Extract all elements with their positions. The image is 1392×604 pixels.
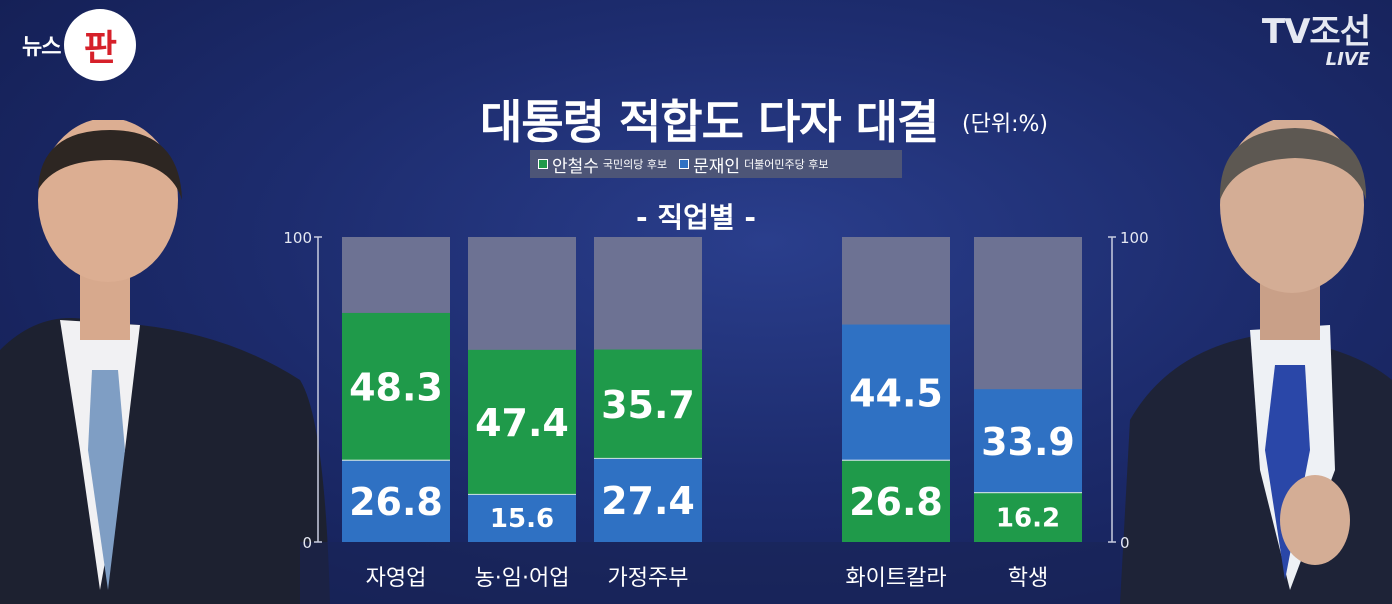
bar-segment-안철수 — [594, 349, 702, 459]
legend-name-ahn: 안철수 — [552, 156, 599, 177]
legend: 안철수 국민의당 후보 문재인 더불어민주당 후보 — [530, 150, 902, 178]
y-tick-label-right: 0 — [1120, 534, 1130, 552]
bar-segment-문재인 — [842, 324, 950, 461]
logo-text: 뉴스 — [22, 35, 61, 60]
legend-swatch-moon — [679, 159, 690, 169]
left-candidate-photo — [0, 120, 330, 604]
data-label: 26.8 — [849, 480, 943, 524]
bar-segment-안철수 — [342, 312, 450, 461]
category-label: 농·임·어업 — [475, 566, 570, 591]
tv-chosun-logo: TV조선 LIVE — [1261, 12, 1371, 70]
data-label: 47.4 — [475, 401, 569, 445]
data-label: 27.4 — [601, 479, 695, 523]
logo-circle: 판 — [64, 9, 137, 81]
data-label: 44.5 — [849, 371, 943, 415]
category-label: 화이트칼라 — [845, 566, 946, 591]
chart-subtitle: - 직업별 - — [635, 201, 757, 234]
data-label: 33.9 — [981, 420, 1075, 464]
data-label: 16.2 — [996, 503, 1060, 533]
bar-segment-안철수 — [842, 460, 950, 542]
legend-sub-ahn: 국민의당 후보 — [602, 158, 668, 171]
data-label: 48.3 — [349, 366, 443, 410]
bar-segment-문재인 — [342, 460, 450, 542]
bar-segment-안철수 — [974, 492, 1082, 542]
legend-sub-moon: 더불어민주당 후보 — [744, 158, 829, 171]
category-label: 자영업 — [366, 566, 427, 591]
category-label: 가정주부 — [608, 566, 689, 591]
y-tick-label-left: 100 — [283, 229, 312, 247]
y-tick-label-right: 100 — [1120, 229, 1149, 247]
data-label: 15.6 — [490, 504, 554, 534]
news-pan-logo: 뉴스 판 — [22, 9, 137, 81]
bar-segment-안철수 — [468, 349, 576, 495]
y-tick-label-left: 0 — [302, 534, 312, 552]
unit-label: (단위:%) — [962, 112, 1048, 137]
x-axis-band — [300, 542, 1120, 604]
right-candidate-photo — [1120, 120, 1392, 604]
bar-segment-문재인 — [594, 458, 702, 542]
category-label: 학생 — [1008, 566, 1048, 591]
live-label: LIVE — [1325, 49, 1370, 70]
legend-swatch-ahn — [538, 159, 548, 169]
chart-title: 대통령 적합도 다자 대결 — [480, 95, 939, 149]
data-label: 26.8 — [349, 480, 443, 524]
bar-segment-문재인 — [468, 494, 576, 542]
data-label: 35.7 — [601, 383, 695, 427]
network-name: TV조선 — [1261, 12, 1371, 52]
legend-name-moon: 문재인 — [693, 156, 741, 177]
bar-segment-문재인 — [974, 389, 1082, 493]
